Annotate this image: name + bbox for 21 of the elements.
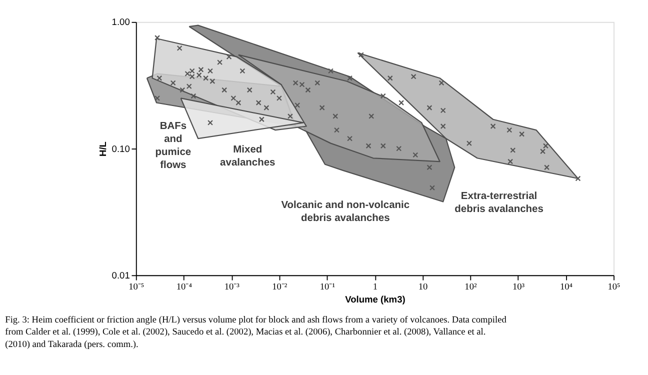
y-tick-label: 0.10 — [112, 144, 130, 154]
annotation: BAFs and pumice flows — [155, 121, 192, 172]
x-tick-label: 10 — [418, 282, 428, 293]
x-tick-label: 1 — [372, 282, 378, 293]
x-tick-label: 10⁵ — [608, 282, 620, 293]
x-tick-label: 10⁴ — [560, 282, 573, 293]
x-tick-label: 10² — [464, 282, 477, 293]
annotation: Mixed avalanches — [220, 144, 276, 168]
x-tick-label: 10⁻⁴ — [176, 282, 192, 293]
annotation: Extra-terrestrial debris avalanches — [454, 190, 544, 215]
x-tick-label: 10⁻² — [272, 282, 288, 293]
x-tick-label: 10³ — [512, 282, 525, 293]
x-tick-label: 10⁻³ — [224, 282, 240, 293]
x-tick-label: 10⁻⁵ — [128, 282, 144, 293]
x-axis-title: Volume (km3) — [345, 294, 406, 305]
y-tick-label: 0.01 — [112, 270, 130, 280]
annotation: Volcanic and non-volcanic debris avalanches — [281, 200, 410, 224]
y-tick-label: 1.00 — [112, 17, 130, 28]
caption: Fig. 3: Heim coefficient or friction angle (H/L) versus volume plot for block and ash flows from a variety of volcanoes. Data compiled from Calder et al. (1999), Cole et al. (2002), Saucedo et al. (2002), Macias et al. (2006), Charbonnier et al. (2008), Vallance et al. (2010) and Takarada (pers. comm.). — [5, 316, 507, 350]
x-tick-label: 10⁻¹ — [320, 282, 336, 293]
y-axis-title: H/L — [98, 141, 108, 157]
